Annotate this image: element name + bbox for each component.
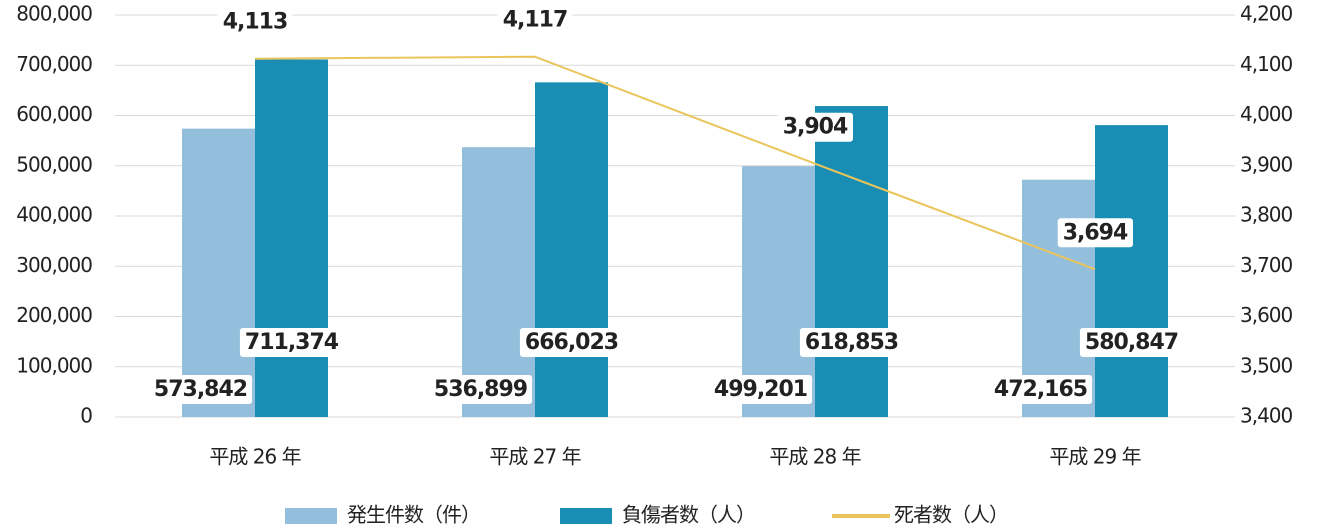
bar: [1095, 125, 1168, 417]
y2-tick-label: 3,900: [1240, 152, 1293, 176]
data-label-bg: [148, 375, 253, 404]
data-label-bg: [777, 112, 853, 142]
y-tick-label: 400,000: [16, 203, 92, 227]
y-tick-label: 700,000: [16, 52, 92, 76]
y2-tick-label: 3,400: [1240, 404, 1293, 428]
line-series: [254, 55, 1096, 271]
y2-tick-label: 3,500: [1240, 353, 1293, 377]
data-label-bg: [988, 375, 1093, 404]
y2-tick-label: 4,100: [1240, 52, 1293, 76]
data-label: 711,374: [239, 328, 344, 357]
bar: [462, 147, 535, 417]
data-label-bg: [428, 375, 533, 404]
y2-tick-label: 4,200: [1240, 2, 1293, 26]
y-tick-label: 800,000: [16, 2, 92, 26]
data-label: 472,165: [988, 375, 1093, 404]
y-tick-label: 100,000: [16, 353, 92, 377]
data-label: 580,847: [1079, 328, 1184, 357]
data-label-text: 573,842: [154, 377, 247, 402]
data-label-bg: [1079, 328, 1184, 357]
y2-tick-label: 3,600: [1240, 303, 1293, 327]
data-label: 573,842: [148, 375, 253, 404]
y2-tick-label: 3,700: [1240, 253, 1293, 277]
data-label-text: 580,847: [1085, 330, 1178, 355]
data-label-text: 666,023: [525, 330, 618, 355]
bar: [255, 59, 328, 417]
data-label-bg: [708, 375, 813, 404]
data-label-text: 4,117: [503, 8, 568, 33]
data-label-bg: [239, 328, 344, 357]
data-label-text: 536,899: [434, 377, 527, 402]
data-label-text: 711,374: [245, 330, 339, 355]
legend-label: 発生件数（件）: [347, 503, 480, 527]
data-label-bg: [1057, 218, 1133, 248]
bar: [535, 82, 608, 418]
y2-tick-label: 3,800: [1240, 203, 1293, 227]
x-tick-label: 平成 28 年: [769, 445, 861, 469]
data-label: 666,023: [519, 328, 624, 357]
data-label-bg: [799, 328, 904, 357]
bar: [182, 128, 255, 417]
y-tick-label: 600,000: [16, 102, 92, 126]
data-label-text: 4,113: [223, 10, 288, 35]
data-label-text: 472,165: [994, 377, 1087, 402]
data-label: 618,853: [799, 328, 904, 357]
data-label: 3,694: [1057, 218, 1133, 248]
data-label-text: 3,694: [1063, 220, 1128, 245]
y-tick-label: 300,000: [16, 253, 92, 277]
data-label: 4,113: [217, 7, 293, 37]
x-tick-label: 平成 27 年: [489, 445, 581, 469]
legend-label: 負傷者数（人）: [622, 503, 755, 527]
y-tick-label: 500,000: [16, 152, 92, 176]
y-tick-label: 0: [80, 404, 92, 428]
x-tick-label: 平成 26 年: [209, 445, 301, 469]
data-label-bg: [519, 328, 624, 357]
y-tick-label: 200,000: [16, 303, 92, 327]
data-label-text: 499,201: [714, 377, 807, 402]
legend-swatch: [560, 508, 612, 524]
legend-label: 死者数（人）: [894, 503, 1008, 527]
data-label: 536,899: [428, 375, 533, 404]
data-label-bg: [217, 7, 293, 37]
data-label-bg: [497, 5, 573, 35]
legend-swatch: [285, 508, 337, 524]
data-label: 3,904: [777, 112, 853, 142]
data-label-text: 3,904: [783, 115, 848, 140]
data-label: 499,201: [708, 375, 813, 404]
x-tick-label: 平成 29 年: [1049, 445, 1141, 469]
y2-tick-label: 4,000: [1240, 102, 1293, 126]
data-label: 4,117: [497, 5, 573, 35]
data-label-text: 618,853: [805, 330, 898, 355]
bar: [815, 106, 888, 417]
